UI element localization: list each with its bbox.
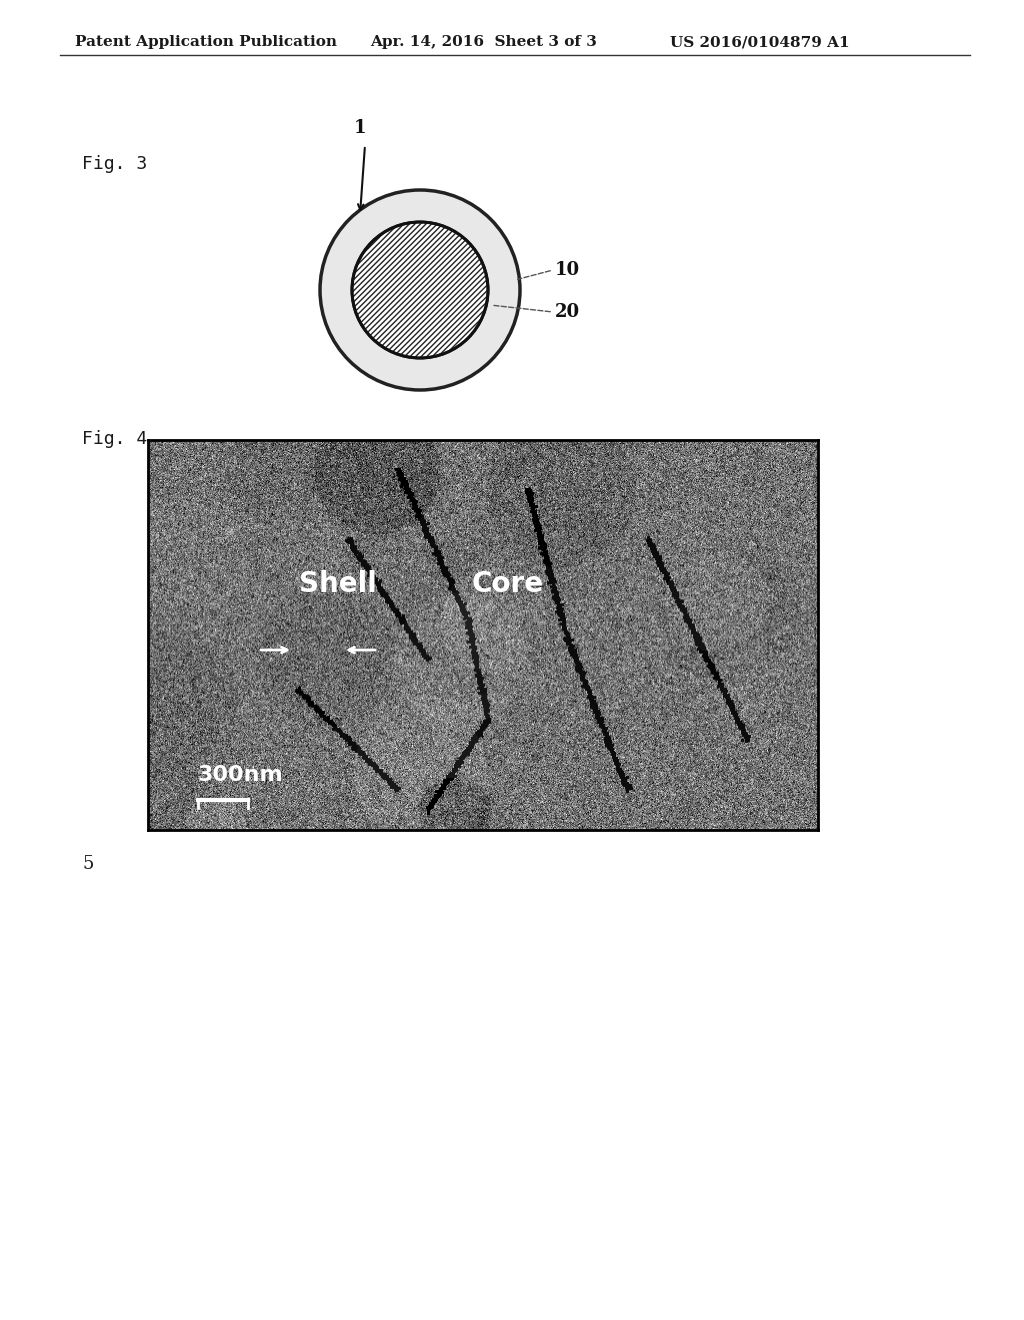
Text: Fig. 3: Fig. 3 — [82, 154, 147, 173]
Circle shape — [352, 222, 488, 358]
Text: Apr. 14, 2016  Sheet 3 of 3: Apr. 14, 2016 Sheet 3 of 3 — [370, 36, 597, 49]
Text: Fig. 4: Fig. 4 — [82, 430, 147, 447]
Text: 5: 5 — [82, 855, 93, 873]
Text: 300nm: 300nm — [198, 766, 284, 785]
Text: 1: 1 — [353, 119, 367, 137]
Text: 10: 10 — [555, 261, 581, 279]
Text: Core: Core — [472, 570, 544, 598]
Text: 20: 20 — [555, 304, 581, 321]
Circle shape — [319, 190, 520, 389]
Text: Patent Application Publication: Patent Application Publication — [75, 36, 337, 49]
Text: US 2016/0104879 A1: US 2016/0104879 A1 — [670, 36, 850, 49]
Text: Shell: Shell — [299, 570, 377, 598]
